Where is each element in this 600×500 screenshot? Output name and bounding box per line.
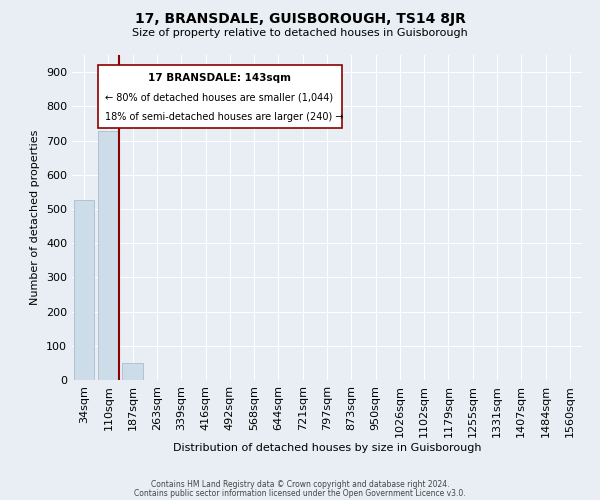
- Text: Contains public sector information licensed under the Open Government Licence v3: Contains public sector information licen…: [134, 489, 466, 498]
- Text: ← 80% of detached houses are smaller (1,044): ← 80% of detached houses are smaller (1,…: [105, 92, 333, 102]
- Bar: [122, 363, 143, 380]
- Text: 17 BRANSDALE: 143sqm: 17 BRANSDALE: 143sqm: [148, 73, 292, 83]
- X-axis label: Distribution of detached houses by size in Guisborough: Distribution of detached houses by size …: [173, 442, 481, 452]
- FancyBboxPatch shape: [97, 64, 342, 128]
- Y-axis label: Number of detached properties: Number of detached properties: [31, 130, 40, 305]
- Text: Size of property relative to detached houses in Guisborough: Size of property relative to detached ho…: [132, 28, 468, 38]
- Text: 18% of semi-detached houses are larger (240) →: 18% of semi-detached houses are larger (…: [105, 112, 344, 122]
- Text: 17, BRANSDALE, GUISBOROUGH, TS14 8JR: 17, BRANSDALE, GUISBOROUGH, TS14 8JR: [134, 12, 466, 26]
- Text: Contains HM Land Registry data © Crown copyright and database right 2024.: Contains HM Land Registry data © Crown c…: [151, 480, 449, 489]
- Bar: [74, 200, 94, 380]
- Bar: [98, 132, 119, 380]
